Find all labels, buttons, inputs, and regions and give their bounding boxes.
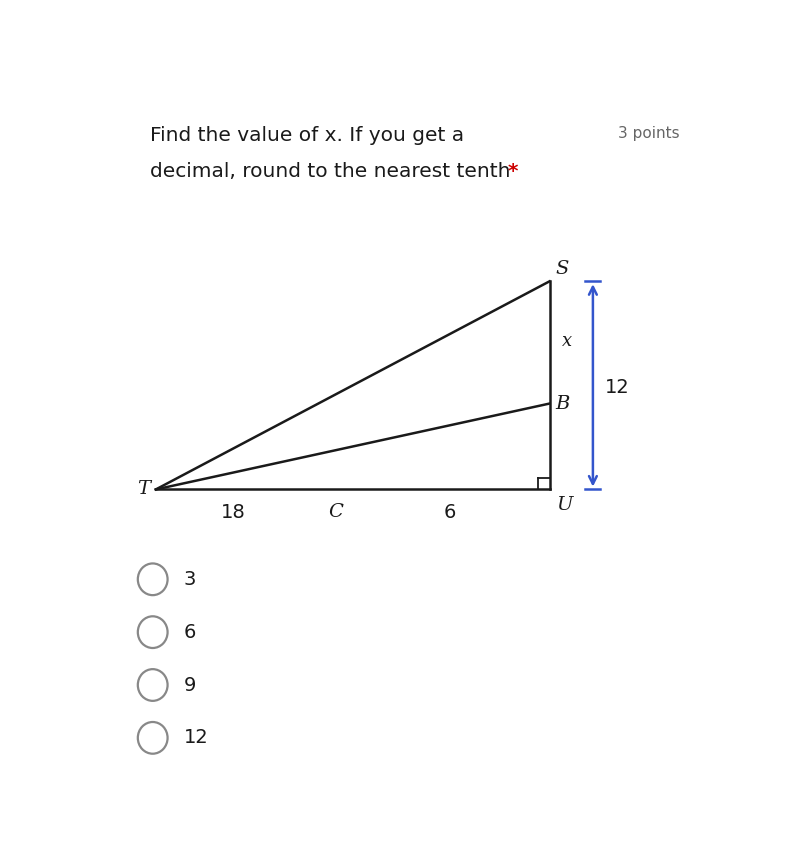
Text: T: T <box>137 480 150 498</box>
Text: 12: 12 <box>606 378 630 396</box>
Text: 3: 3 <box>184 570 196 589</box>
Text: 6: 6 <box>184 623 196 642</box>
Text: decimal, round to the nearest tenth: decimal, round to the nearest tenth <box>150 162 510 181</box>
Text: x: x <box>562 332 572 350</box>
Text: 18: 18 <box>221 503 246 522</box>
Text: S: S <box>556 260 569 278</box>
Text: 12: 12 <box>184 728 209 747</box>
Text: C: C <box>328 503 343 521</box>
Text: 3 points: 3 points <box>618 126 680 141</box>
Text: *: * <box>501 162 518 181</box>
Text: 9: 9 <box>184 675 196 694</box>
Text: Find the value of x. If you get a: Find the value of x. If you get a <box>150 126 464 145</box>
Text: 6: 6 <box>444 503 457 522</box>
Text: B: B <box>556 395 570 413</box>
Text: U: U <box>556 496 572 514</box>
